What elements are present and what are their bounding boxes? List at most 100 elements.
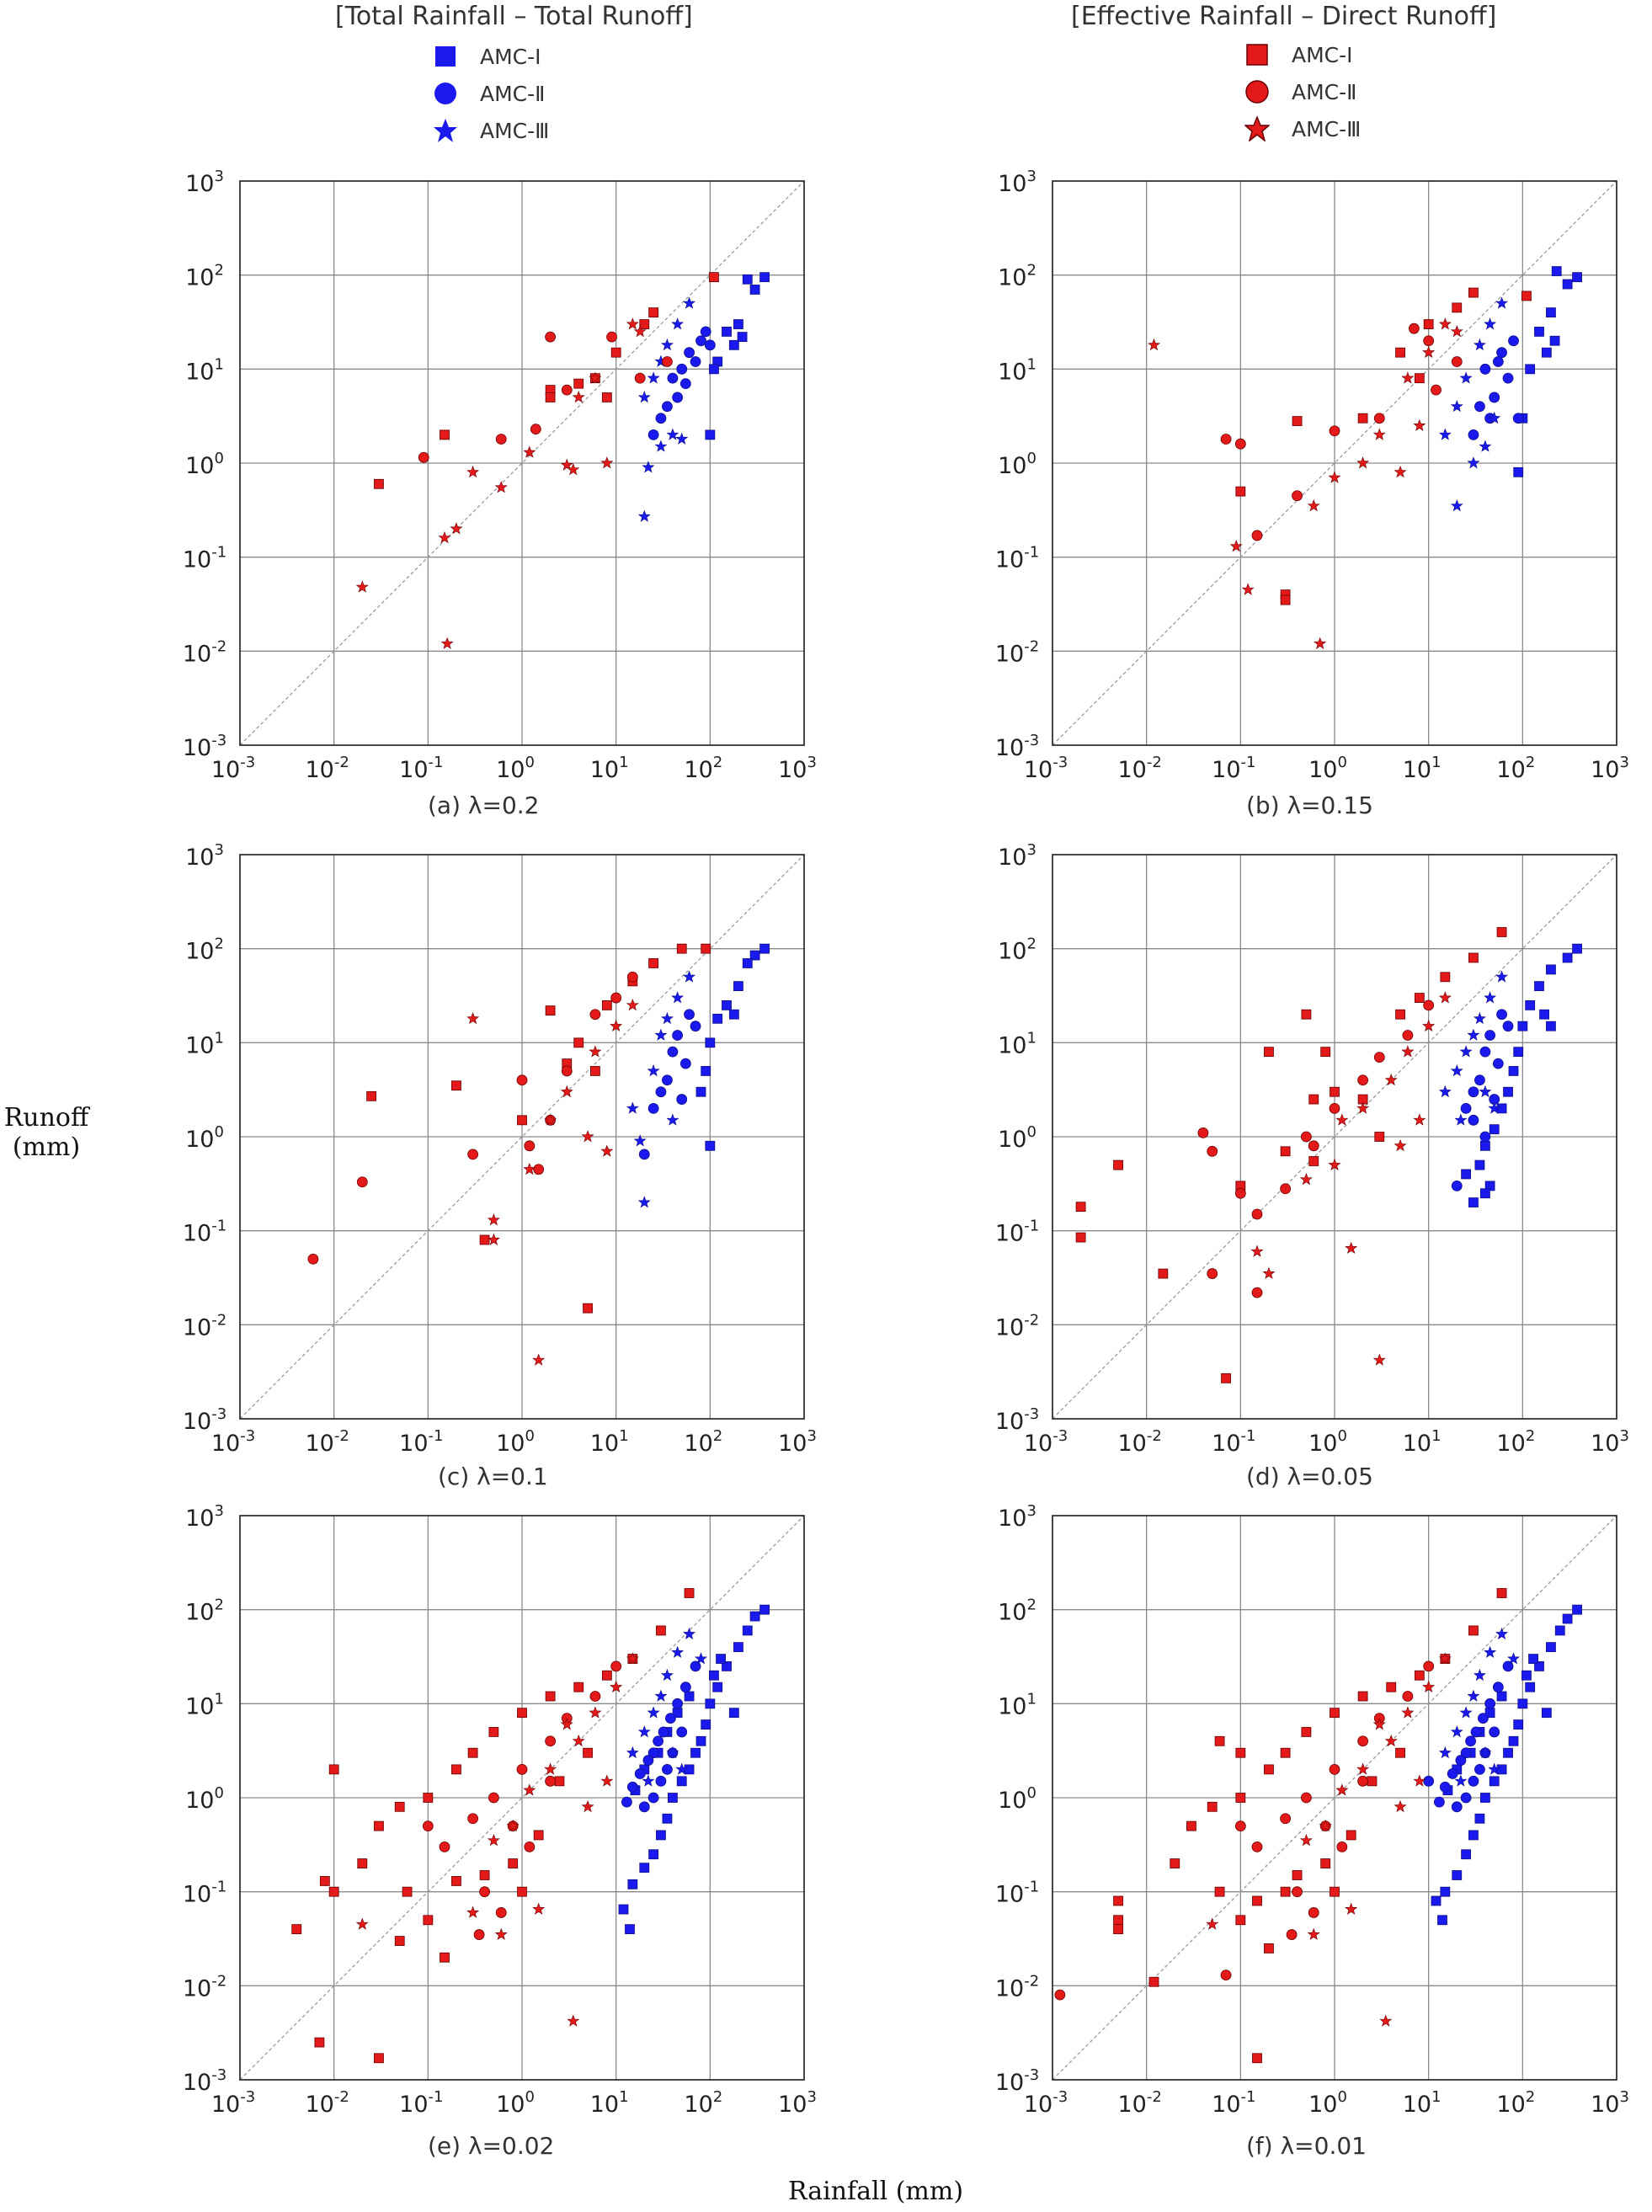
y-tick-label: 101 [998,355,1036,385]
data-point-effective-star [1438,317,1452,330]
data-point-effective-square [1423,319,1434,329]
data-point-total-circle [1468,1114,1479,1126]
data-point-effective-circle [1234,1187,1246,1199]
data-point-effective-square [1414,1670,1425,1681]
data-point-effective-square [1395,347,1405,358]
one-to-one-line [1052,854,1617,1420]
data-point-total-star [1454,1113,1468,1126]
legend-label: AMC-Ⅲ [1292,116,1362,141]
data-point-effective-circle [1197,1127,1209,1138]
scatter-panel-f: 10-3 10-2 10-1 100 101 102 10310-310-210-11001… [995,1502,1629,2118]
data-point-total-square [705,429,716,440]
x-tick-label: 103 [1591,754,1629,783]
data-point-total-circle [642,1755,654,1766]
data-point-total-star [654,1689,668,1702]
data-point-total-square [676,1776,687,1787]
data-point-effective-square [1386,1682,1397,1692]
x-tick-label: 100 [496,754,535,783]
data-point-total-star [1438,1085,1452,1098]
data-point-effective-square [508,1858,519,1868]
data-point-total-star [1450,399,1463,413]
data-point-total-square [1541,1708,1552,1719]
x-tick-label: 103 [778,1427,817,1457]
x-tick-label: 102 [684,1427,722,1457]
data-point-effective-square [573,1037,584,1048]
data-point-total-square [695,1735,706,1746]
data-point-total-square [1437,1915,1447,1926]
data-point-effective-circle [610,992,622,1004]
data-point-total-circle [1484,1030,1496,1041]
data-point-effective-star [1394,1138,1407,1152]
data-point-total-star [1450,1064,1463,1077]
data-point-total-star [1467,1028,1480,1041]
x-tick-label: 103 [778,2088,817,2118]
legend-item-total-amc3: AMC-Ⅲ [433,118,549,143]
data-point-effective-circle [1207,1268,1218,1279]
data-point-effective-circle [439,1841,450,1852]
data-point-total-square [667,1793,678,1803]
data-point-effective-square [319,1876,330,1886]
data-point-effective-star [626,1652,639,1665]
legend-label: AMC-I [1292,42,1353,67]
data-point-effective-star [494,481,508,493]
data-point-effective-star [1314,637,1327,649]
data-point-total-circle [1489,392,1500,403]
legend-label: AMC-Ⅱ [480,81,546,106]
x-tick-label: 10-1 [1212,1427,1255,1457]
data-point-effective-square [488,1727,499,1737]
data-point-total-square [1572,1604,1582,1615]
data-point-total-square [1479,1793,1490,1803]
data-point-effective-square [1292,416,1303,426]
data-point-total-circle [676,1094,688,1105]
x-tick-label: 101 [1403,754,1442,783]
data-point-total-star [647,1064,660,1077]
y-tick-label: 100 [998,450,1036,479]
y-tick-label: 103 [998,1502,1036,1532]
data-point-total-star [666,1746,679,1759]
data-point-total-circle [1439,1781,1451,1793]
data-point-total-circle [672,392,684,403]
data-point-total-star [666,428,679,440]
y-tick-label: 102 [998,262,1036,291]
data-point-effective-star [544,1113,557,1126]
data-point-effective-square [1308,1156,1319,1166]
data-point-total-circle [679,1058,691,1069]
data-point-effective-star [560,1718,573,1730]
data-point-effective-star [466,1011,480,1025]
data-point-total-circle [1489,1726,1500,1738]
caption-c: (c) λ=0.1 [438,1463,548,1490]
data-point-effective-circle [307,1253,319,1265]
data-point-total-circle [1465,1735,1476,1747]
caption-e: (e) λ=0.02 [428,2132,555,2160]
data-point-total-star [637,391,651,403]
data-point-effective-circle [1251,530,1263,541]
legend-circle-icon [1245,80,1269,104]
data-point-total-square [1525,999,1536,1010]
data-point-total-circle [695,335,706,347]
y-tick-label: 103 [185,168,224,197]
data-point-effective-star [1384,1073,1398,1086]
data-point-total-star [660,338,674,351]
data-point-total-square [1554,1625,1565,1636]
data-point-effective-square [451,1876,461,1886]
data-point-effective-square [610,347,621,358]
data-point-total-square [1525,364,1536,375]
data-point-effective-circle [479,1886,490,1898]
data-point-effective-circle [488,1792,499,1804]
data-point-total-star [642,1774,655,1787]
data-point-total-star [1488,411,1501,424]
data-point-effective-circle [467,1813,479,1825]
y-tick-label: 10-1 [183,544,226,573]
data-point-effective-star [1384,1734,1398,1747]
data-point-effective-square [1357,1691,1368,1702]
data-point-total-circle [1460,1792,1472,1804]
y-tick-label: 100 [998,1123,1036,1153]
data-point-total-star [637,1196,651,1208]
data-point-effective-square [440,1952,450,1963]
data-point-total-star [637,1725,651,1738]
data-point-effective-circle [1423,1660,1435,1672]
data-point-effective-square [1440,972,1451,983]
data-point-effective-square [374,1820,384,1831]
data-point-total-circle [1478,1713,1489,1724]
y-tick-label: 10-2 [183,1972,226,2001]
